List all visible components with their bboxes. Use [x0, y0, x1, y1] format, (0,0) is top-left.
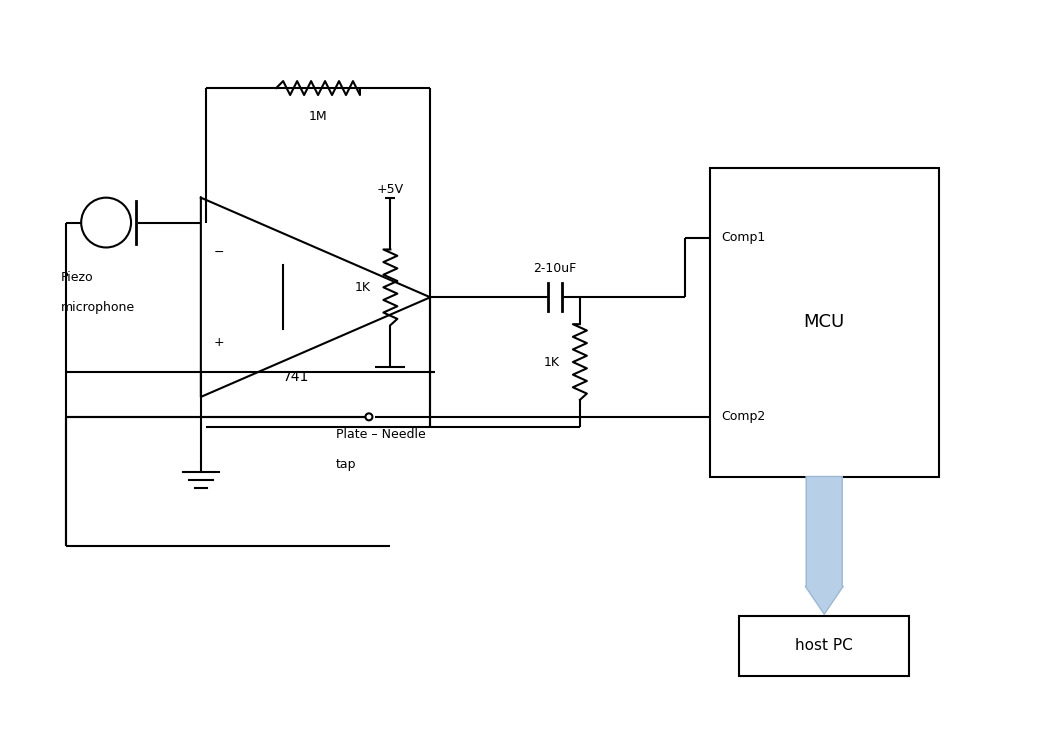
Bar [709, 168, 939, 477]
Bar [740, 616, 909, 676]
Polygon shape [806, 477, 843, 614]
Text: Piezo: Piezo [62, 271, 94, 284]
Text: +: + [214, 335, 224, 349]
Text: host PC: host PC [795, 639, 854, 654]
Text: 1K: 1K [354, 281, 370, 294]
Text: Plate – Needle: Plate – Needle [336, 428, 425, 441]
Text: +5V: +5V [376, 183, 404, 196]
Text: microphone: microphone [62, 301, 135, 314]
Text: 1M: 1M [308, 110, 327, 123]
Text: tap: tap [336, 458, 356, 471]
Text: −: − [214, 246, 224, 259]
Text: Comp2: Comp2 [722, 410, 765, 424]
Text: 1K: 1K [544, 356, 560, 368]
Text: 741: 741 [283, 370, 309, 384]
Text: Comp1: Comp1 [722, 231, 765, 244]
Text: 2-10uF: 2-10uF [534, 262, 576, 276]
Text: MCU: MCU [804, 313, 845, 331]
